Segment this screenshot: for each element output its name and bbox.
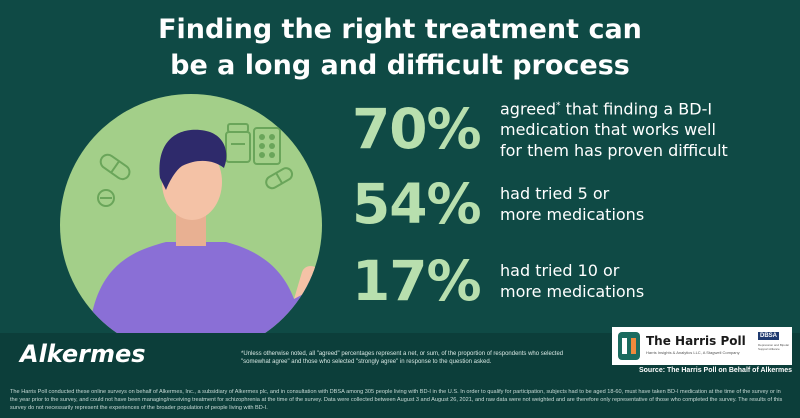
alkermes-logo: Alkermes [20, 340, 146, 368]
stat-description: agreed* that finding a BD-I medication t… [500, 96, 728, 161]
harris-poll-mark-icon [618, 332, 640, 360]
stat-percent: 70% [352, 96, 482, 161]
pill-bottle-icon [225, 123, 251, 163]
stat-54: 54% had tried 5 or more medications [352, 174, 644, 234]
stat-70: 70% agreed* that finding a BD-I medicati… [352, 96, 728, 161]
stat-text: more medications [500, 282, 645, 301]
stat-text: that finding a BD-I [560, 99, 713, 119]
stat-text: medication that works well [500, 120, 716, 140]
capsule-icon-right [265, 167, 294, 190]
stat-17: 17% had tried 10 or more medications [352, 251, 644, 311]
harris-poll-logo-box: The Harris Poll Harris Insights & Analyt… [612, 327, 792, 365]
headline-line-1: Finding the right treatment can [158, 14, 642, 45]
blister-pack-icon [253, 127, 281, 165]
shirt [88, 242, 322, 356]
survey-disclaimer: The Harris Poll conducted these online s… [10, 389, 783, 411]
asterisk: * [556, 101, 561, 111]
stat-text: had tried 10 or [500, 261, 620, 280]
harris-poll-name: The Harris Poll [646, 334, 746, 348]
stat-text: had tried 5 or [500, 184, 610, 203]
stat-description: had tried 5 or more medications [500, 183, 644, 225]
headline-line-2: be a long and difficult process [170, 50, 630, 81]
capsule-icon [99, 153, 131, 181]
source-credit: Source: The Harris Poll on Behalf of Alk… [638, 367, 792, 374]
stat-text: agreed [500, 99, 557, 119]
stat-text: more medications [500, 205, 645, 224]
headline: Finding the right treatment can be a lon… [0, 12, 800, 84]
hair [159, 129, 227, 190]
harris-poll-tagline: Harris Insights & Analytics LLC, A Stagw… [646, 350, 740, 355]
stat-percent: 17% [352, 249, 482, 313]
stat-description: had tried 10 or more medications [500, 260, 644, 302]
stat-percent: 54% [352, 172, 482, 236]
footnote: *Unless otherwise noted, all "agreed" pe… [241, 351, 564, 365]
pill-icon [97, 189, 115, 207]
dbsa-logo: DBSA [758, 332, 780, 340]
dbsa-tagline: Depression and Bipolar Support Alliance [758, 343, 790, 351]
stat-text: for them has proven difficult [500, 141, 728, 161]
person-with-pills-illustration [60, 94, 322, 356]
